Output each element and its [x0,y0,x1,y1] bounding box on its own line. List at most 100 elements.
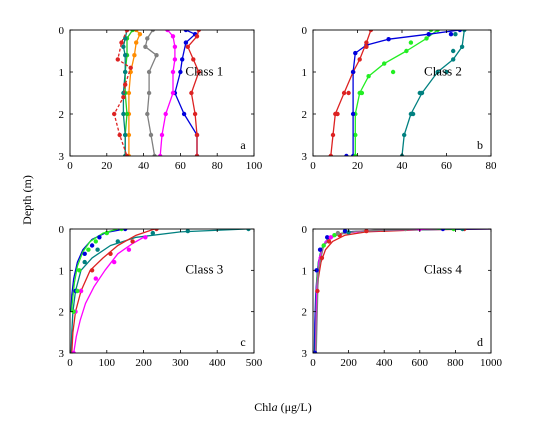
panel-b-scatter-0-point-3 [417,90,422,96]
panel-a-letter: a [240,138,246,152]
panel-c-series-0-line [70,229,247,353]
panel-a-series-3-marker-4 [146,69,152,75]
panel-a-series-7-marker-4 [123,82,128,87]
panel-b-scatter-3-point-2 [335,111,340,117]
panel-d-scatter-0-point-2 [325,235,330,240]
panel-b-ytick-label-1: 1 [302,67,308,79]
panel-d-xtick-label-1: 200 [340,357,357,369]
panel-c-scatter-2-point-0 [143,235,148,240]
panel-b-background [313,30,491,156]
panel-d-background [313,229,491,353]
panel-a-series-7-marker-0 [124,30,130,33]
panel-a-ytick-label-1: 1 [59,67,65,79]
panel-a-series-2-marker-3 [172,57,178,62]
panel-a-series-7-marker-7 [117,132,122,138]
panel-c-scatter-2-point-3 [93,276,99,281]
panel-c-scatter-2-point-6 [71,350,76,353]
panel-c-scatter-2-point-4 [78,288,84,294]
panel-a-series-3-marker-3 [154,53,159,58]
panel-b-xtick-label-4: 80 [486,160,498,172]
panel-a-series-1-marker-8 [194,153,200,156]
panel-c-ytick-label-3: 3 [59,348,65,360]
x-axis-title-italic: a [272,400,278,414]
panel-b-series-3-marker-1 [364,40,369,45]
panel-a-xtick-label-1: 20 [101,160,113,172]
panel-b-series-0-marker-2 [451,57,456,62]
panel-a-series-2-marker-2 [172,44,178,49]
x-axis-title: Chla (μg/L) [254,400,311,414]
panel-a-series-1-marker-3 [191,57,196,62]
panel-b-series-3-marker-0 [368,30,374,33]
panel-c-scatter-2-point-1 [126,247,132,252]
panel-a-ytick-label-0: 0 [59,25,65,37]
panel-a-series-0-marker-4 [178,69,183,75]
panel-a-series-7-marker-2 [115,57,121,62]
panel-a-series-2-marker-7 [159,132,165,138]
panel-c-class-label: Class 3 [185,262,223,277]
panel-b-series-2-marker-2 [386,37,391,42]
panel-a-series-5-marker-5 [124,111,130,117]
panel-d-scatter-5-point-0 [403,229,408,232]
panel-b-series-1-marker-2 [404,48,409,54]
panel-a-xtick-label-4: 80 [212,160,224,172]
panel-d-xtick-label-4: 800 [447,357,464,369]
panel-b-scatter-1-point-3 [359,90,365,96]
panel-c-scatter-4-point-5 [75,288,80,294]
panel-d-frame [312,228,492,354]
panel-c-scatter-1-point-1 [130,239,135,244]
panel-b-scatter-2-point-0 [448,32,454,37]
panel-a-series-5-marker-0 [130,30,135,33]
panel-c-scatter-0-point-3 [115,239,121,244]
panel-b-scatter-2-point-2 [344,153,349,156]
panel-b-series-3-marker-2 [357,57,362,62]
panel-d-scatter-2-point-1 [332,233,337,238]
panel-b-xtick-label-1: 20 [352,160,364,172]
panel-a-series-7-marker-6 [112,111,117,117]
panel-b: 0 20 40 60 80 0 1 2 3 Class 2 b [302,25,498,172]
panel-c-scatter-4-point-6 [71,309,76,314]
panel-b-series-1-marker-0 [435,30,440,33]
panel-b-class-label: Class 2 [424,63,462,78]
panel-c-scatter-3-point-1 [97,235,102,240]
panel-a-series-1-marker-1 [194,34,200,39]
panel-c-plot-area [70,229,251,353]
panel-c-xtick-label-5: 500 [246,357,263,369]
panel-c-xtick-label-1: 100 [99,357,116,369]
panel-b-scatter-0-point-4 [410,111,416,117]
panel-a-series-3-marker-0 [150,30,155,33]
panel-a-ytick-label-3: 3 [59,151,65,163]
panel-b-xtick-label-0: 0 [310,160,316,172]
panel-d-scatter-2-point-0 [451,229,456,232]
panel-c-scatter-1-point-3 [89,268,95,273]
panel-a-series-4-marker-0 [134,30,139,33]
panel-a-series-2-marker-5 [170,90,176,96]
panel-b-series-0-marker-3 [435,69,440,75]
panel-d-ytick-label-2: 2 [302,307,308,319]
panel-b-ytick-label-2: 2 [302,109,308,121]
panel-a: 0 20 40 60 80 100 0 1 2 3 Class 1 a [59,25,263,172]
x-axis-title-prefix: Chl [254,400,272,414]
panel-c-frame [69,228,255,354]
panel-d: 0 200 400 600 800 1000 0 1 2 3 Class 4 d [302,224,503,369]
panel-c-scatter-4-point-4 [77,268,82,273]
panel-c-xtick-label-0: 0 [67,357,73,369]
panel-b-series-3-marker-4 [341,90,347,96]
panel-d-ytick-label-0: 0 [302,224,308,236]
panel-b-series-1-marker-4 [366,74,371,79]
panel-a-xtick-label-2: 40 [138,160,150,172]
panel-b-scatter-0-point-0 [453,32,458,37]
panel-c-series-3-line [70,229,126,312]
panel-b-series-1-marker-3 [382,61,387,66]
panel-a-series-0-marker-0 [183,30,189,33]
panel-b-scatter-3-point-0 [364,44,369,49]
panel-d-scatter-1-point-4 [319,255,325,261]
panel-a-series-2-marker-6 [163,111,168,117]
panel-b-scatter-1-point-4 [353,153,358,156]
panel-c-letter: c [240,335,245,349]
panel-b-xtick-label-3: 60 [441,160,453,172]
panel-c-scatter-4-point-1 [104,230,110,236]
panel-c-scatter-0-point-4 [95,247,100,252]
panel-c-scatter-3-point-2 [89,243,95,248]
panel-a-series-7-line [113,30,132,156]
panel-b-series-2-marker-6 [350,111,356,117]
